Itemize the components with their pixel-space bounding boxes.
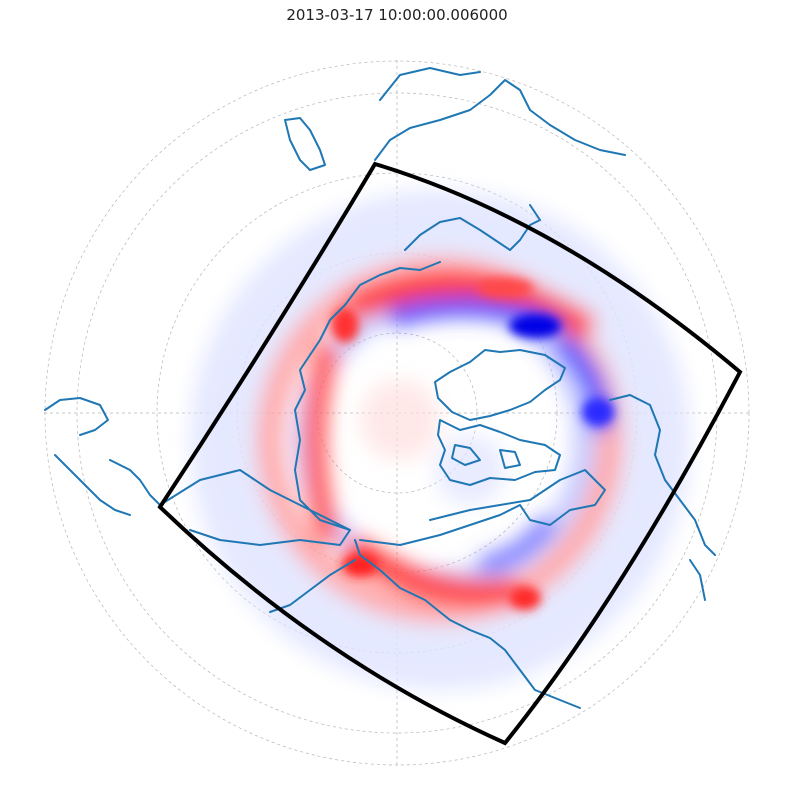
plot-title: 2013-03-17 10:00:00.006000 bbox=[286, 6, 508, 24]
coastline-arctic-island bbox=[499, 449, 521, 469]
coastline-east-asia bbox=[109, 459, 161, 506]
coastline-scandinavia bbox=[404, 204, 541, 251]
field-red-top bbox=[344, 271, 598, 341]
coastline-canada bbox=[359, 469, 606, 546]
coastline-asia-kamchatka bbox=[54, 454, 131, 516]
field-peaks bbox=[331, 278, 614, 610]
coastline-greenland bbox=[434, 349, 566, 421]
coastline-asia-west bbox=[44, 397, 109, 436]
field-peak-blue bbox=[582, 398, 614, 426]
field-peak-red bbox=[342, 553, 378, 577]
coastline-north-america-west bbox=[689, 559, 706, 601]
coastline-arctic-archipelago bbox=[437, 419, 561, 486]
field-inner-blue bbox=[435, 435, 505, 505]
coastline-arctic-island bbox=[451, 444, 481, 466]
field-halo bbox=[190, 190, 690, 690]
coastline-taimyr bbox=[344, 261, 441, 306]
coastline-europe bbox=[374, 79, 626, 161]
coastline-alaska bbox=[354, 539, 581, 709]
field-blue-lower bbox=[478, 514, 558, 574]
coastline-siberia-east bbox=[159, 469, 351, 546]
field-peak-red bbox=[331, 307, 359, 343]
coastline-siberia-north bbox=[294, 304, 351, 531]
field-red-left bbox=[304, 341, 341, 544]
coastlines bbox=[44, 67, 716, 709]
coastline-uk bbox=[284, 117, 326, 171]
coastline-aleutians bbox=[269, 559, 356, 613]
coastline-europe-inner bbox=[379, 67, 481, 101]
domain-boundary bbox=[157, 161, 743, 746]
field-inner-pink bbox=[360, 380, 440, 460]
field-peak-blue bbox=[509, 314, 561, 338]
field-peak-red bbox=[477, 278, 533, 298]
field-peak-red bbox=[509, 586, 541, 610]
field-ring-red bbox=[257, 257, 623, 623]
coastline-north-america bbox=[609, 394, 716, 556]
